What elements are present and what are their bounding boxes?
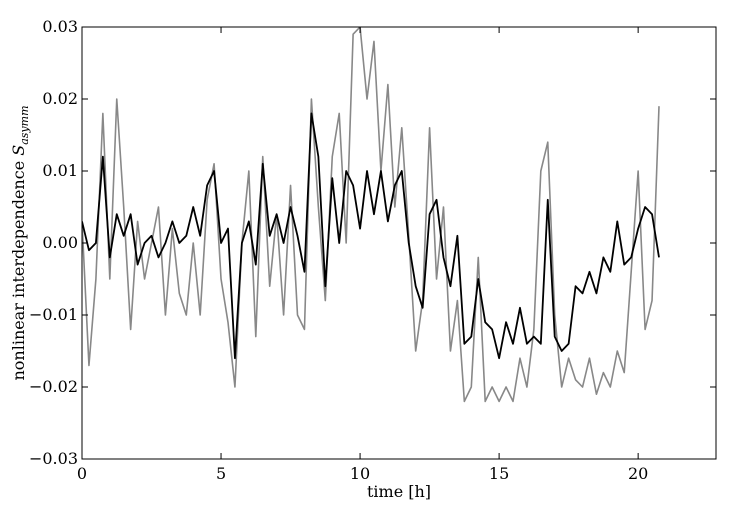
y-tick-label: 0.02 [42, 89, 78, 108]
x-tick-label: 0 [77, 464, 87, 483]
x-tick-label: 5 [216, 464, 226, 483]
y-tick-label: −0.03 [29, 449, 78, 468]
y-tick-label: 0.00 [42, 233, 78, 252]
data-line [82, 112, 660, 360]
x-tick-label: 20 [628, 464, 648, 483]
data-line [82, 27, 660, 403]
x-tick-label: 15 [489, 464, 509, 483]
y-axis-label: nonlinear interdependence Sasymm [9, 105, 31, 380]
plot-lines [82, 27, 660, 403]
x-tick-label: 10 [350, 464, 370, 483]
y-tick-label: −0.01 [29, 305, 78, 324]
y-label-text: nonlinear interdependence [9, 161, 28, 381]
y-tick-label: 0.01 [42, 161, 78, 180]
y-label-subscript: asymm [18, 105, 31, 144]
y-tick-label: 0.03 [42, 17, 78, 36]
y-tick-label: −0.02 [29, 377, 78, 396]
y-label-symbol: S [9, 145, 28, 156]
x-axis-label: time [h] [367, 482, 431, 501]
